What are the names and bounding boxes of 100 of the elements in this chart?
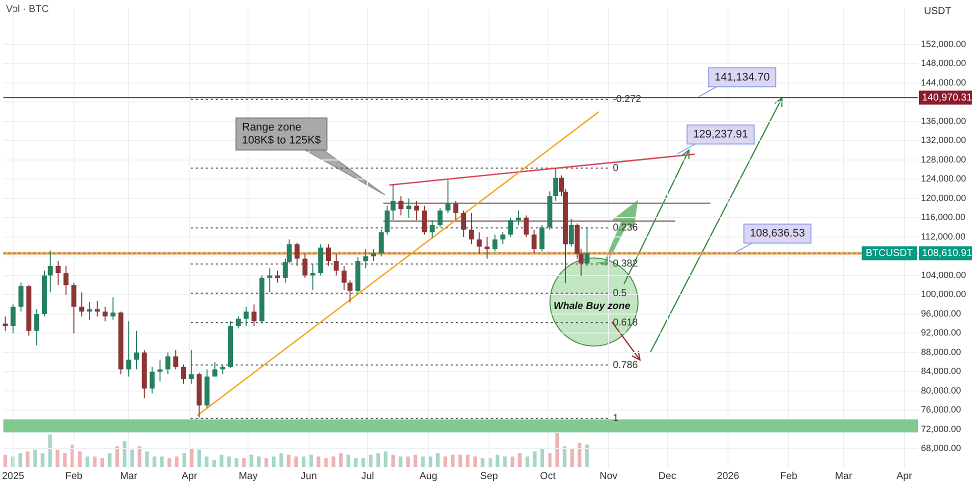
annotation: Range zone 108K$ to 125K$	[242, 122, 321, 147]
candlestick	[445, 180, 450, 214]
candlestick	[10, 304, 16, 334]
candlestick	[384, 205, 390, 236]
candlestick	[500, 232, 506, 245]
bar	[152, 456, 156, 467]
y-tick-label: 80,000.00	[921, 385, 962, 396]
bar	[562, 446, 566, 467]
candlestick	[244, 306, 249, 327]
candlestick	[468, 212, 474, 245]
candlestick	[492, 234, 498, 252]
bar	[332, 456, 336, 467]
candlestick	[181, 364, 186, 384]
candlestick	[390, 184, 396, 221]
annotation: 141,134.70	[714, 71, 770, 84]
bar	[26, 451, 30, 467]
bar	[257, 456, 261, 467]
candlestick	[484, 236, 490, 260]
bar	[354, 458, 358, 467]
bar	[78, 451, 82, 467]
bar	[339, 453, 343, 467]
bar	[384, 451, 388, 467]
y-tick-label: 100,000.00	[921, 289, 966, 300]
bar	[526, 456, 530, 467]
candlestick	[79, 292, 84, 317]
candlestick	[516, 210, 521, 226]
bar	[286, 454, 291, 467]
x-tick-label: Dec	[658, 470, 676, 482]
y-tick-label: 148,000.00	[921, 58, 966, 68]
bar	[168, 458, 172, 467]
candlestick	[212, 362, 218, 378]
candlestick	[524, 214, 529, 238]
annotation: 0	[612, 162, 619, 174]
x-tick-label: Apr	[182, 470, 198, 482]
bar	[309, 454, 313, 467]
bar	[160, 456, 164, 467]
x-tick-label: Feb	[780, 470, 798, 482]
bar	[316, 456, 320, 467]
candlestick	[310, 262, 316, 290]
candlestick	[532, 229, 537, 254]
x-tick-label: May	[238, 470, 258, 482]
candlestick	[334, 253, 339, 276]
x-tick-label: Jul	[361, 470, 374, 482]
bar	[92, 456, 97, 467]
candlestick	[252, 304, 257, 327]
x-tick-label: Feb	[65, 470, 83, 482]
x-tick-label: Oct	[540, 470, 556, 482]
candlestick	[165, 352, 170, 375]
candlestick	[476, 232, 482, 254]
bar	[18, 453, 22, 467]
candlestick	[584, 226, 590, 266]
ref-line-label: 140,970.31	[922, 92, 972, 104]
candlestick	[326, 244, 331, 266]
bar	[532, 451, 537, 467]
bar	[466, 454, 470, 467]
annotation: BTCUSDT	[866, 248, 914, 260]
bar	[294, 456, 298, 467]
x-tick-label: Aug	[419, 470, 438, 482]
bar	[56, 450, 60, 467]
x-tick-label: Mar	[834, 470, 853, 482]
bar	[346, 454, 350, 467]
candlestick	[398, 196, 404, 216]
bar	[250, 454, 254, 467]
candlestick	[173, 350, 178, 370]
y-tick-label: 84,000.00	[921, 366, 962, 376]
annotation: Whale Buy zone	[554, 300, 631, 312]
x-tick-label: 2025	[2, 470, 25, 482]
candlestick	[18, 282, 24, 312]
y-tick-label: 144,000.00	[921, 77, 966, 88]
bar	[421, 456, 425, 467]
candlestick	[348, 280, 353, 303]
bar	[242, 458, 246, 467]
y-tick-label: 92,000.00	[921, 328, 962, 338]
annotation: 0.5	[612, 288, 628, 300]
bar	[458, 454, 462, 467]
annotation: 0.786	[612, 360, 638, 371]
candlestick	[110, 296, 116, 320]
candlestick	[236, 316, 241, 329]
candlestick	[294, 242, 300, 266]
bar	[302, 456, 306, 467]
x-tick-label: Apr	[896, 470, 913, 482]
bar	[197, 450, 202, 467]
bar	[174, 456, 179, 467]
bar	[3, 454, 8, 467]
bar	[555, 433, 559, 467]
candlestick	[422, 205, 427, 236]
y-tick-label: 152,000.00	[921, 38, 966, 49]
candlestick	[568, 218, 574, 248]
candlestick	[363, 248, 368, 269]
bar	[585, 444, 589, 467]
bar	[115, 446, 119, 467]
bar	[503, 456, 507, 467]
bar	[450, 454, 455, 467]
bar	[182, 453, 186, 467]
candlestick	[48, 250, 53, 293]
bar	[63, 453, 67, 467]
bar	[272, 456, 276, 467]
candlestick	[34, 308, 40, 346]
bar	[227, 456, 231, 467]
y-tick-label: 132,000.00	[921, 135, 966, 146]
